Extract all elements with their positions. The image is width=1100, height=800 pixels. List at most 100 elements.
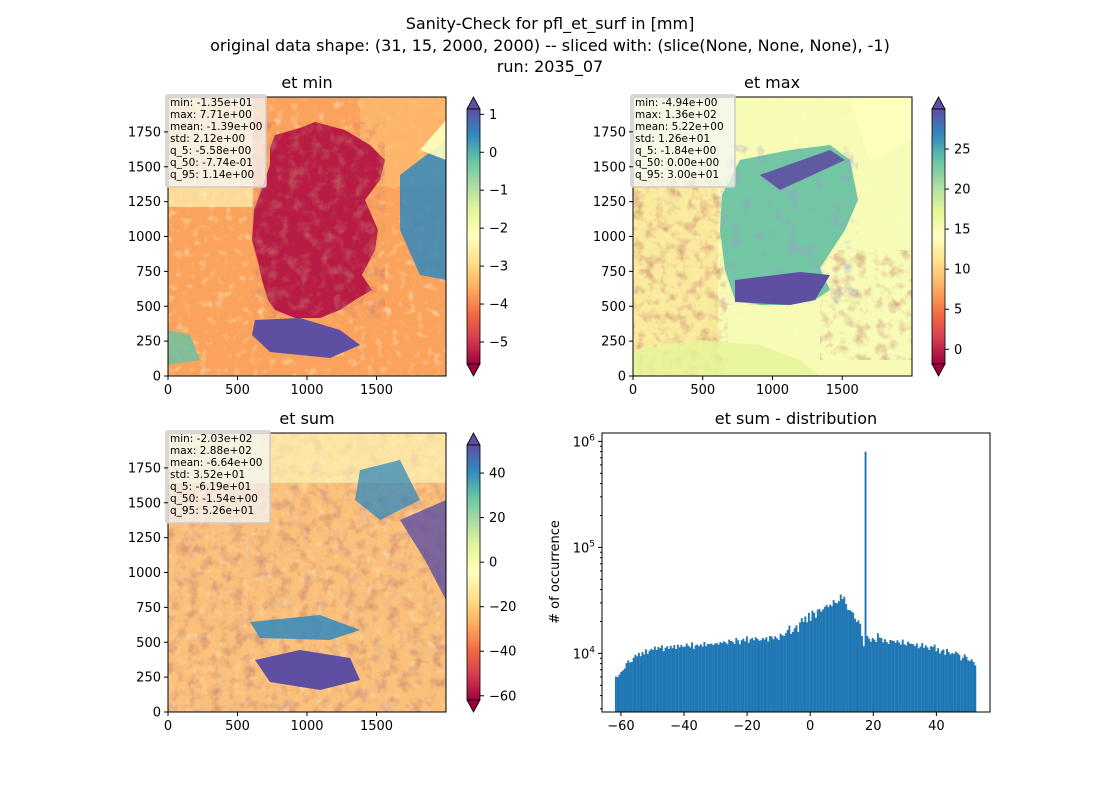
histogram-bar [680, 645, 683, 712]
colorbar-tick-label: −3 [489, 260, 508, 275]
y-tick-label: 500 [136, 636, 161, 651]
y-axis: 0 250 500 750 1000 1250 1500 1750 [128, 125, 168, 385]
histogram-bar [938, 653, 941, 712]
colorbar-tick-label: −5 [489, 335, 508, 350]
x-tick-label: 500 [690, 383, 715, 398]
histogram-bar [747, 642, 750, 712]
y-tick-label: 500 [601, 300, 626, 315]
histogram-bar [754, 637, 757, 712]
histogram-bar [629, 662, 632, 712]
histogram-bar [834, 602, 837, 712]
histogram-bar [889, 639, 892, 712]
stats-box: min: -4.94e+00 max: 1.36e+02 mean: 5.22e… [630, 94, 736, 188]
histogram-bar [892, 640, 895, 712]
panel-title: et sum [279, 409, 334, 428]
x-tick-label: 40 [928, 719, 945, 734]
panel-title: et max [744, 73, 800, 92]
panel-et-sum-distribution: et sum - distribution # of occurrence −6… [548, 409, 991, 734]
histogram-bar [735, 637, 738, 712]
histogram-bar [648, 650, 651, 712]
stat-line: q_95: 3.00e+01 [635, 169, 719, 181]
stat-line: q_95: 1.14e+00 [170, 169, 254, 181]
colorbar-tick-label: 15 [954, 223, 971, 238]
histogram-bar [784, 633, 787, 712]
histogram-bar [634, 654, 637, 712]
histogram-bar [726, 644, 729, 712]
colorbar-tick-label: 40 [489, 467, 506, 482]
y-axis-label: # of occurrence [548, 520, 563, 624]
colorbar-extend-min [466, 363, 481, 377]
colorbar-tick-label: 0 [954, 343, 962, 358]
colorbar-et-sum: 40 20 0 −20 −40 −60 [466, 432, 516, 713]
histogram-bar [908, 643, 911, 712]
stat-line: q_50: 0.00e+00 [635, 157, 719, 169]
histogram-bar [850, 611, 853, 712]
histogram-bar [887, 643, 890, 712]
y-tick-label: 750 [136, 601, 161, 616]
axes-frame [601, 432, 991, 713]
histogram-bar [809, 620, 812, 712]
histogram-bar [738, 644, 741, 712]
histogram-bar [763, 639, 766, 712]
colorbar-tick-label: 10 [954, 263, 971, 278]
histogram-bar [765, 637, 768, 712]
histogram-bar [946, 649, 948, 712]
colorbar-tick-label: −2 [489, 222, 508, 237]
histogram-bar [623, 668, 626, 712]
histogram-bar [618, 674, 621, 712]
stat-line: min: -4.94e+00 [635, 97, 717, 109]
x-tick-label: 1500 [360, 719, 393, 734]
stat-line: q_95: 5.26e+01 [170, 505, 254, 517]
histogram-bar [823, 606, 826, 712]
histogram-bar [701, 646, 704, 712]
histogram-bar [788, 625, 791, 712]
histogram-bar [866, 635, 869, 712]
histogram-bar [646, 653, 649, 712]
histogram-bars [614, 451, 977, 712]
histogram-bar [637, 652, 640, 712]
y-tick-label: 250 [136, 335, 161, 350]
histogram-bar [857, 620, 860, 712]
histogram-bar [744, 641, 747, 712]
y-tick-label: 106 [573, 433, 596, 450]
histogram-bar [885, 642, 888, 712]
y-axis: 0 250 500 750 1000 1250 1500 1750 [593, 125, 633, 385]
panel-et-min: et min min: -1.35e+01 max: 7.71e+00 mean… [128, 73, 508, 398]
histogram-bar [882, 642, 885, 712]
histogram-bar [749, 639, 752, 712]
histogram-bar [880, 638, 883, 712]
histogram-bar [636, 656, 639, 712]
y-tick-label: 750 [136, 265, 161, 280]
x-tick-label: −20 [733, 719, 760, 734]
x-tick-label: −60 [607, 719, 634, 734]
y-tick-label: 1500 [593, 160, 626, 175]
x-axis: 0 500 1000 1500 [164, 376, 393, 398]
histogram-bar [779, 633, 782, 712]
histogram-bar [768, 635, 771, 712]
histogram-bar [845, 604, 848, 712]
colorbar-tick-label: −1 [489, 184, 508, 199]
histogram-bar [915, 643, 918, 712]
histogram-bar [836, 603, 839, 712]
histogram-bar [875, 642, 878, 712]
histogram-bar [687, 645, 690, 712]
panel-et-max: et max min: -4.94e+00 max: 1.36e+02 mean… [593, 73, 971, 398]
histogram-bar [899, 644, 902, 712]
y-tick-label: 1000 [128, 566, 161, 581]
histogram-bar [878, 637, 881, 712]
histogram-bar [949, 654, 952, 712]
histogram-bar [822, 609, 825, 712]
histogram-bar [924, 645, 927, 712]
histogram-bar [839, 594, 842, 712]
colorbar-tick-label: −20 [489, 600, 516, 615]
heatmap-et-min [168, 97, 446, 376]
histogram-bar [919, 646, 922, 712]
histogram-bar [625, 663, 628, 712]
x-tick-label: 500 [225, 719, 250, 734]
histogram-bar [712, 645, 715, 712]
histogram-bar [737, 640, 740, 712]
histogram-bar [756, 638, 759, 712]
colorbar-tick-label: 5 [954, 303, 962, 318]
colorbar-tick-label: −40 [489, 645, 516, 660]
x-tick-label: 20 [865, 719, 882, 734]
